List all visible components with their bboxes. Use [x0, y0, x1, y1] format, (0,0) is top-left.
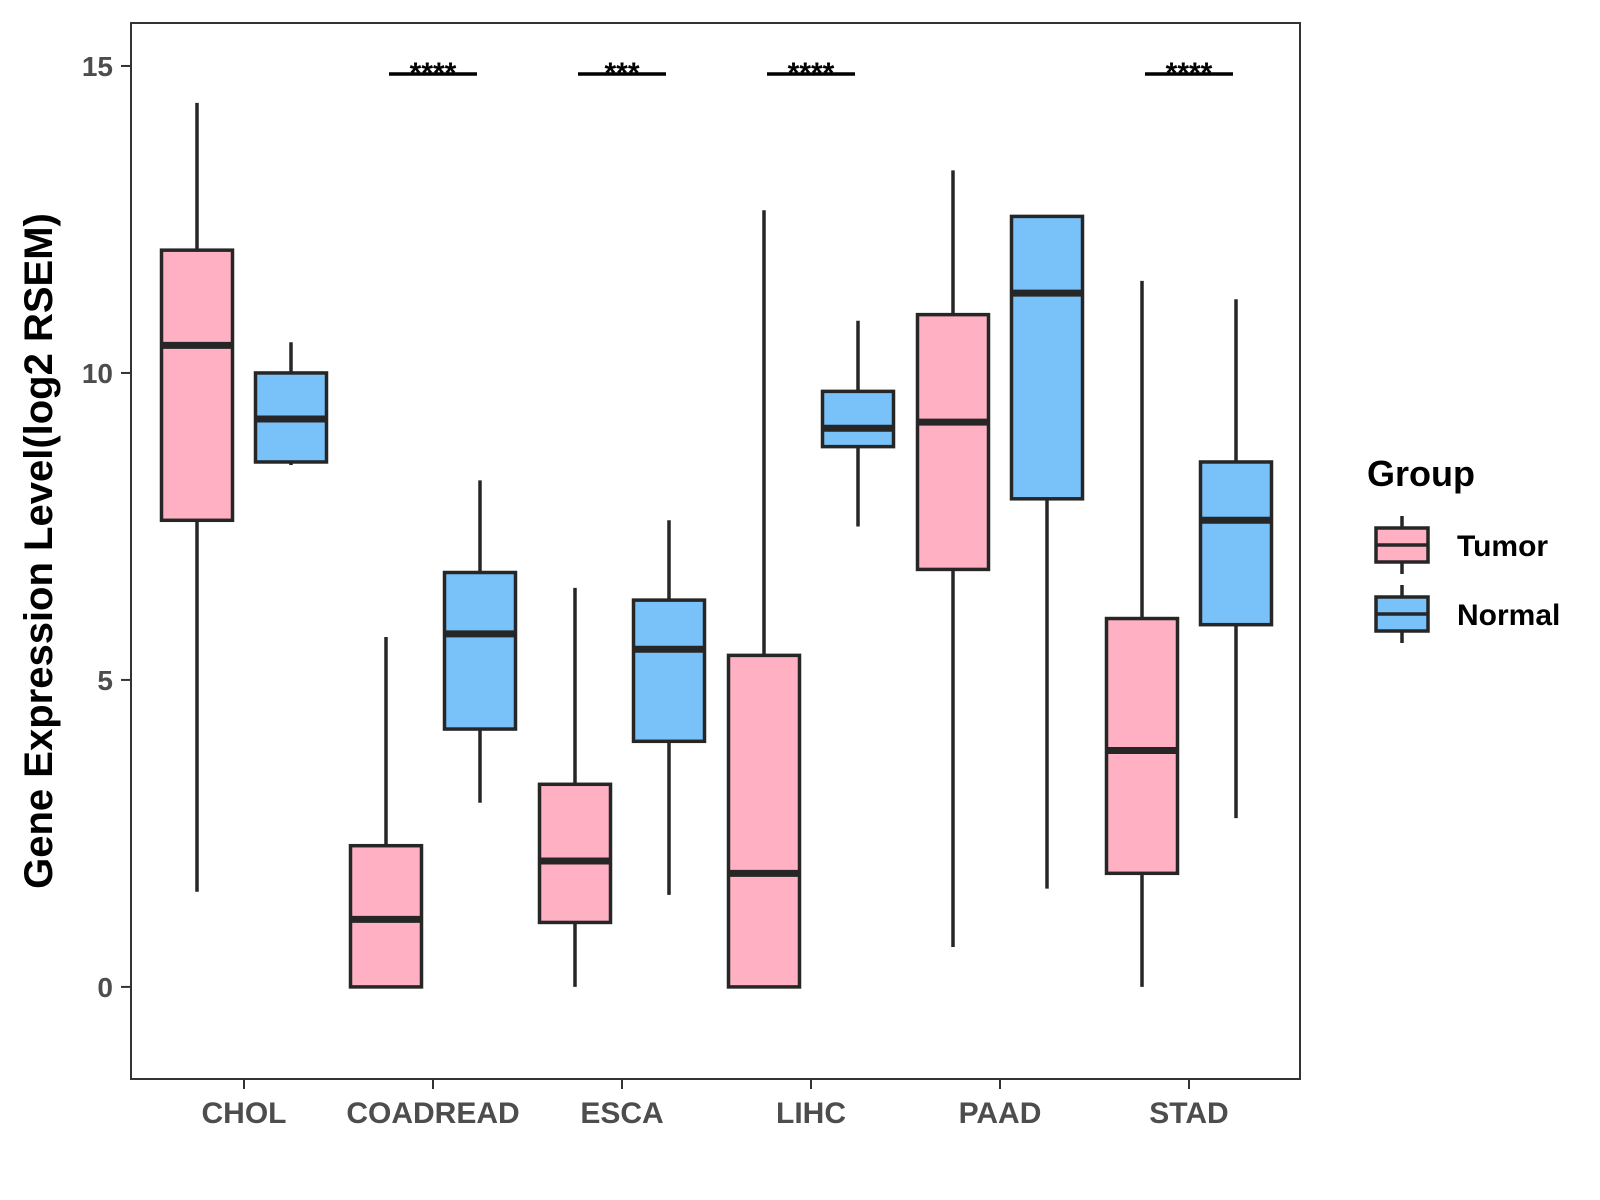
box-tumor-chol: [159, 102, 235, 892]
y-tick-label: 10: [82, 358, 113, 389]
plot-panel: [130, 22, 1301, 1080]
box-body: [1104, 616, 1180, 876]
box-body: [820, 389, 896, 449]
box-tumor-esca: [537, 587, 613, 987]
x-tick-label: COADREAD: [346, 1097, 519, 1130]
box-tumor-lihc: [726, 210, 802, 989]
box-body: [726, 653, 802, 989]
boxes-layer: [159, 102, 1274, 989]
box-normal-esca: [631, 520, 707, 895]
y-tick-label: 5: [97, 665, 113, 696]
significance-layer: **** *** **** ****: [389, 57, 1233, 90]
box-body: [1198, 460, 1274, 627]
y-axis-label: Gene Expression Level(log2 RSEM): [17, 213, 61, 889]
box-tumor-paad: [915, 170, 991, 947]
significance-label: ****: [788, 57, 835, 90]
box-body: [1009, 214, 1085, 501]
legend-item-tumor: Tumor: [1374, 516, 1548, 574]
box-normal-chol: [253, 342, 329, 466]
x-tick-label: LIHC: [776, 1097, 846, 1130]
box-normal-paad: [1009, 214, 1085, 889]
box-body: [915, 312, 991, 572]
x-tick-label: STAD: [1149, 1097, 1228, 1130]
legend-item-normal: Normal: [1374, 585, 1560, 643]
box-tumor-coadread: [348, 636, 424, 989]
y-tick-label: 15: [82, 51, 113, 82]
box-normal-stad: [1198, 299, 1274, 819]
significance-label: ***: [604, 57, 639, 90]
significance-label: ****: [1166, 57, 1213, 90]
legend-label: Normal: [1457, 599, 1560, 632]
x-tick-label: PAAD: [959, 1097, 1042, 1130]
y-axis: 0 5 10 15: [82, 51, 131, 1003]
legend-title: Group: [1367, 453, 1475, 494]
x-axis: CHOL COADREAD ESCA LIHC PAAD STAD: [202, 1079, 1229, 1130]
box-body: [159, 248, 235, 523]
x-tick-label: ESCA: [580, 1097, 663, 1130]
box-normal-lihc: [820, 320, 896, 527]
box-body: [631, 598, 707, 744]
significance-label: ****: [410, 57, 457, 90]
box-body: [442, 570, 518, 731]
box-tumor-stad: [1104, 280, 1180, 987]
x-tick-label: CHOL: [202, 1097, 287, 1130]
legend-label: Tumor: [1457, 530, 1548, 563]
box-body: [537, 782, 613, 925]
box-normal-coadread: [442, 480, 518, 803]
y-tick-label: 0: [97, 972, 113, 1003]
legend: Group Tumor Normal: [1367, 453, 1560, 643]
